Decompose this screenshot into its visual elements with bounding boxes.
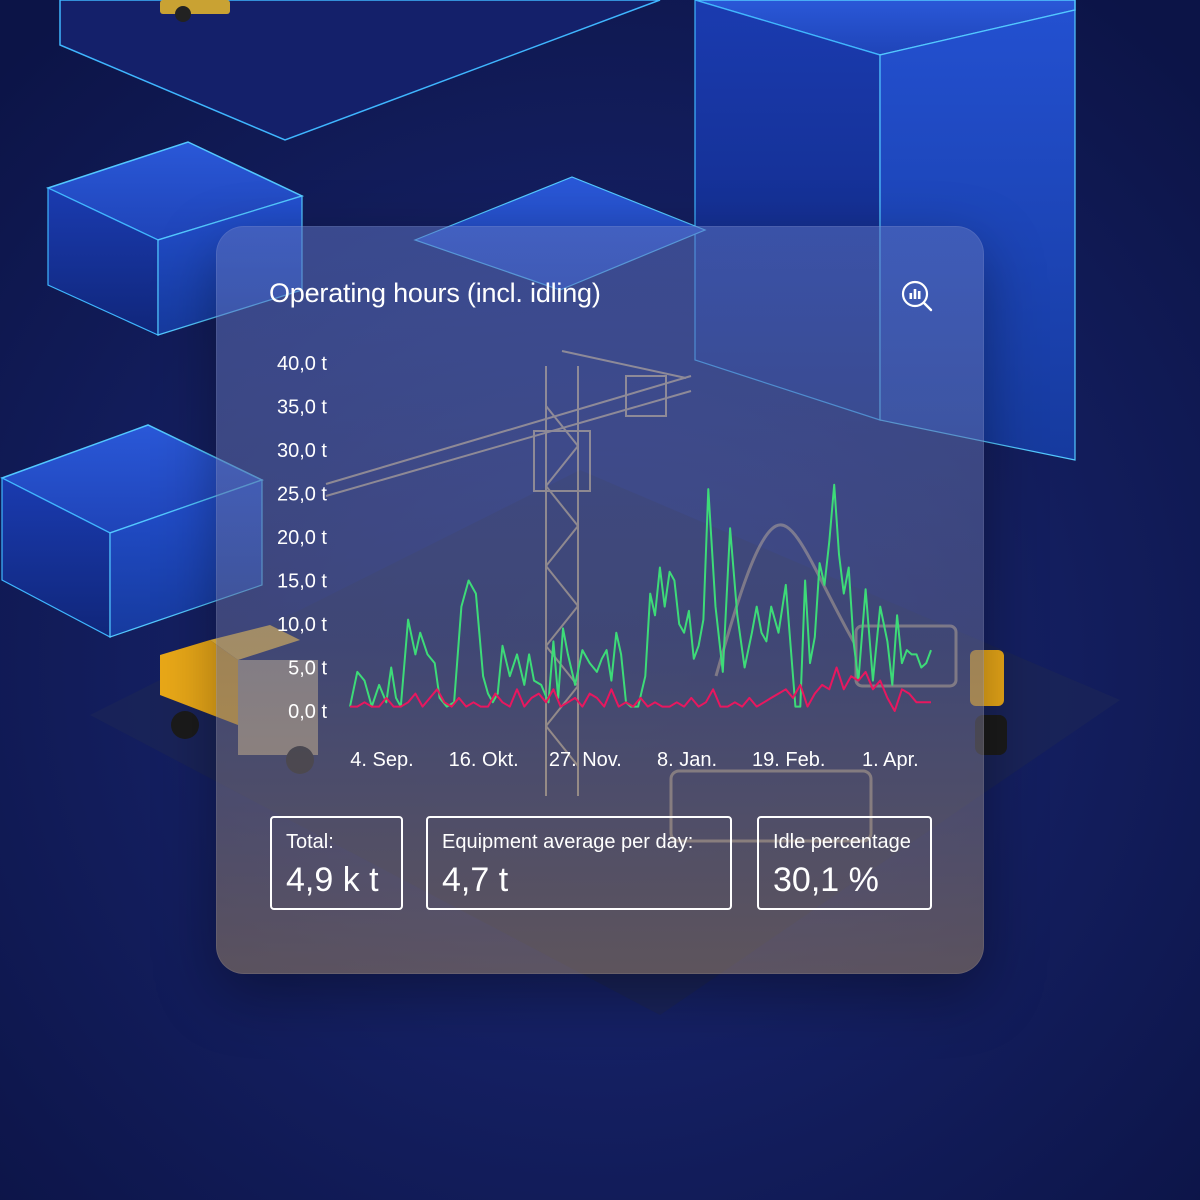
x-tick-label: 19. Feb. bbox=[752, 749, 825, 771]
idle-series-line bbox=[350, 666, 931, 712]
y-tick-label: 15,0 t bbox=[277, 571, 327, 593]
y-tick-label: 40,0 t bbox=[277, 353, 327, 375]
y-tick-label: 20,0 t bbox=[277, 527, 327, 549]
operating-hours-card: Operating hours (incl. idling) 40,0 t 35,… bbox=[216, 226, 984, 974]
y-tick-label: 0,0 t bbox=[288, 701, 327, 723]
y-tick-label: 10,0 t bbox=[277, 614, 327, 636]
x-tick-label: 16. Okt. bbox=[449, 749, 519, 771]
x-tick-label: 8. Jan. bbox=[657, 749, 717, 771]
total-stat-box: Total: 4,9 k t bbox=[270, 816, 403, 910]
chart-zoom-icon bbox=[901, 280, 933, 312]
y-tick-label: 5,0 t bbox=[288, 658, 327, 680]
total-label: Total: bbox=[286, 831, 334, 853]
idle-value: 30,1 % bbox=[773, 861, 879, 899]
x-tick-label: 27. Nov. bbox=[549, 749, 622, 771]
x-tick-label: 1. Apr. bbox=[862, 749, 919, 771]
average-value: 4,7 t bbox=[442, 861, 509, 899]
average-label: Equipment average per day: bbox=[442, 831, 694, 853]
idle-stat-box: Idle percentage 30,1 % bbox=[757, 816, 932, 910]
chart-title: Operating hours (incl. idling) bbox=[269, 278, 601, 308]
y-tick-label: 35,0 t bbox=[277, 397, 327, 419]
idle-label: Idle percentage bbox=[773, 831, 911, 853]
y-tick-label: 30,0 t bbox=[277, 440, 327, 462]
operating-series-line bbox=[349, 483, 932, 708]
y-tick-label: 25,0 t bbox=[277, 484, 327, 506]
total-value: 4,9 k t bbox=[286, 861, 379, 899]
x-tick-label: 4. Sep. bbox=[350, 749, 413, 771]
zoom-chart-button[interactable] bbox=[900, 279, 934, 313]
card-illustration bbox=[325, 350, 958, 843]
operating-hours-line-chart: 40,0 t 35,0 t 30,0 t 25,0 t 20,0 t 15,0 t 10,0… bbox=[277, 353, 932, 771]
average-stat-box: Equipment average per day: 4,7 t bbox=[426, 816, 732, 910]
